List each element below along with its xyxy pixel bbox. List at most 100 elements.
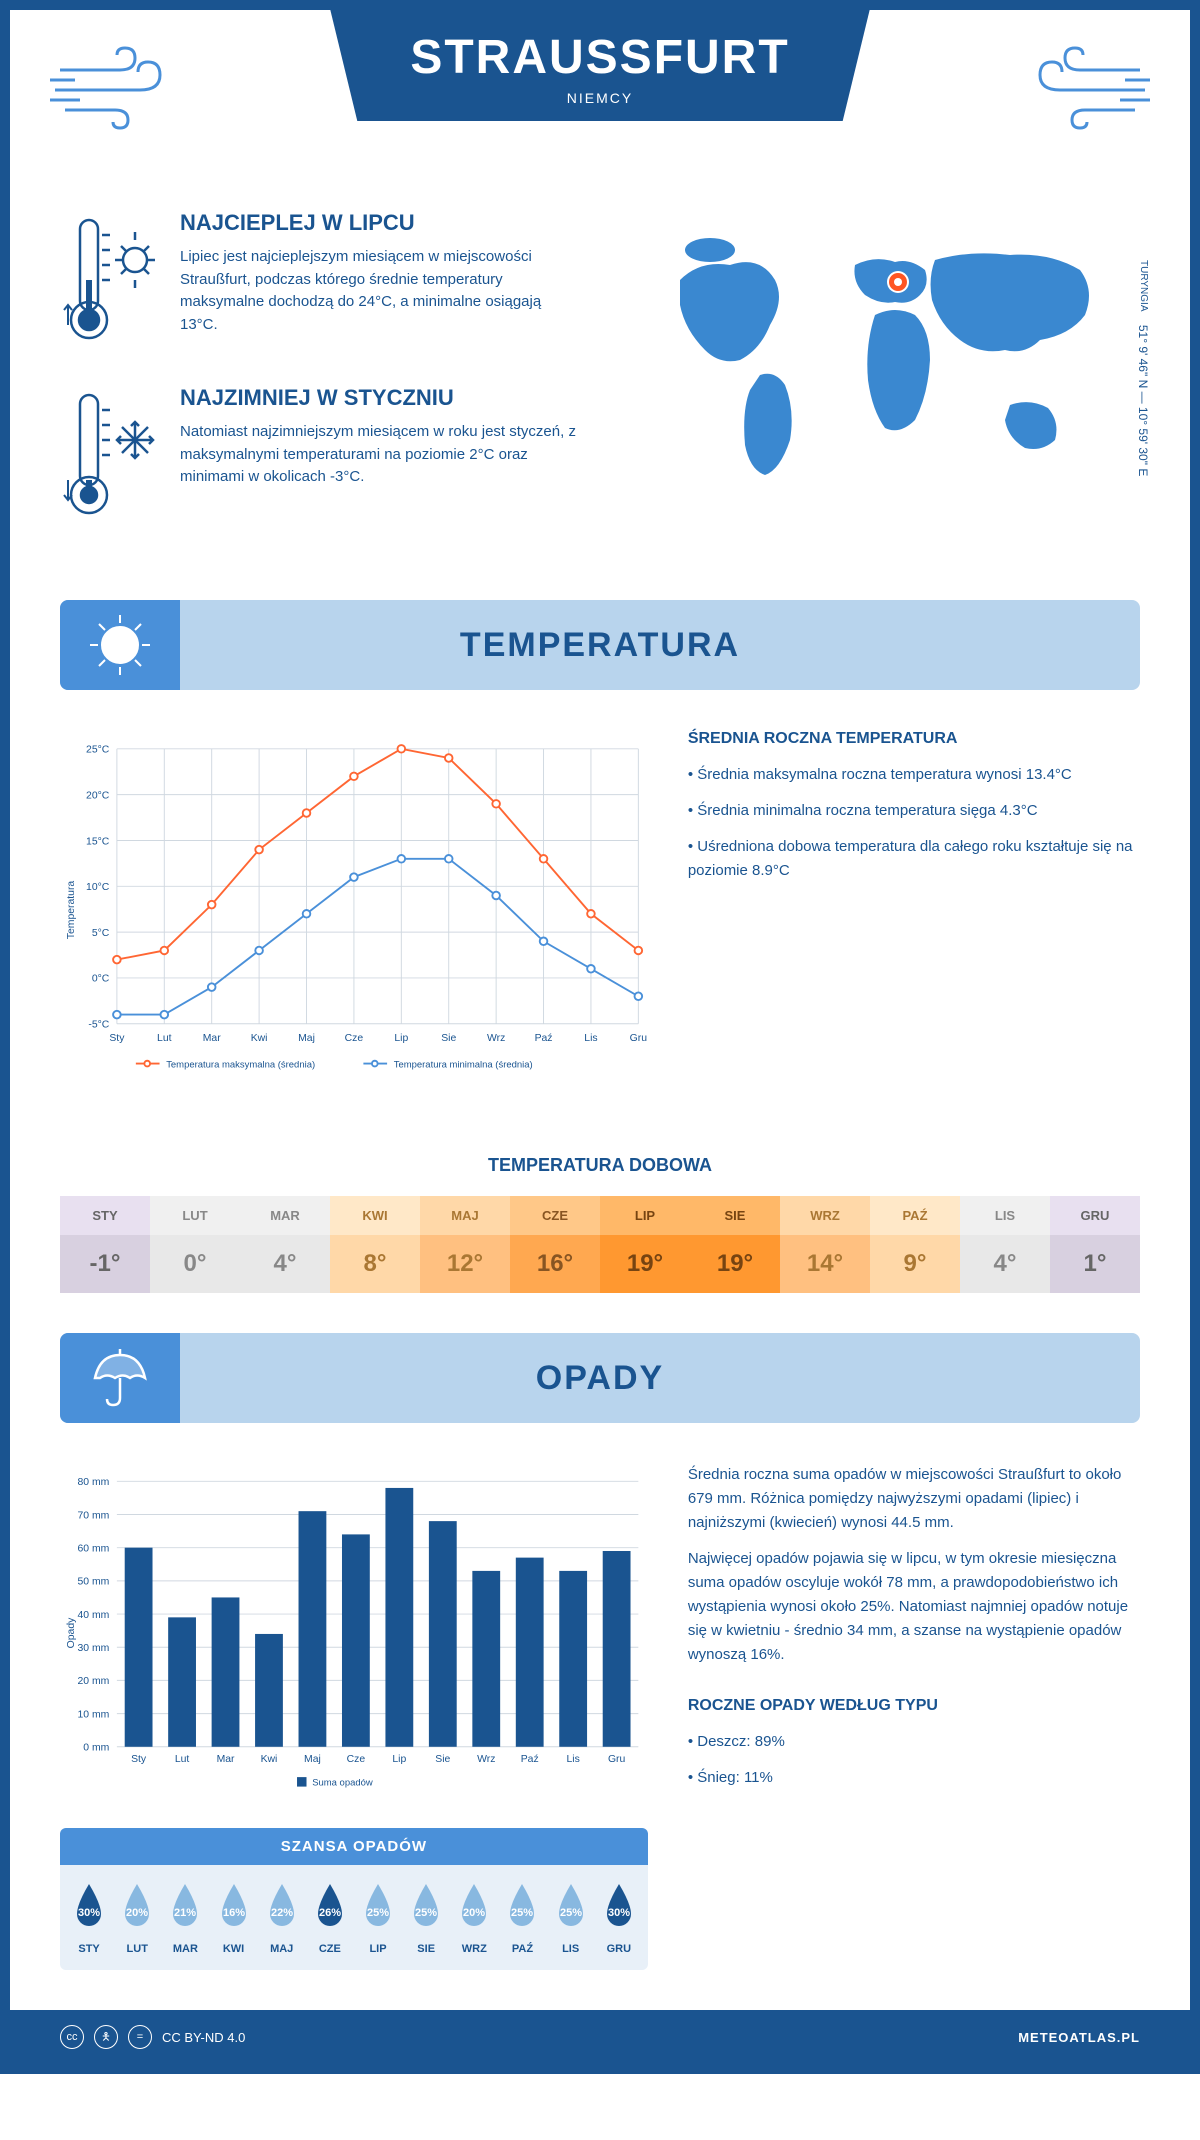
svg-text:Mar: Mar	[217, 1754, 235, 1765]
daily-cell: STY -1°	[60, 1196, 150, 1293]
daily-cell: MAJ 12°	[420, 1196, 510, 1293]
svg-text:0 mm: 0 mm	[83, 1743, 109, 1754]
svg-text:Temperatura minimalna (średnia: Temperatura minimalna (średnia)	[394, 1059, 533, 1070]
svg-text:Lip: Lip	[394, 1033, 408, 1044]
svg-text:-5°C: -5°C	[88, 1020, 109, 1031]
svg-text:30%: 30%	[608, 1907, 630, 1919]
svg-text:25%: 25%	[560, 1907, 582, 1919]
thermometer-cold-icon	[60, 385, 160, 530]
svg-text:25%: 25%	[415, 1907, 437, 1919]
svg-text:0°C: 0°C	[92, 974, 110, 985]
svg-text:Sty: Sty	[131, 1754, 147, 1765]
lat-label: 51° 9' 46" N	[1136, 325, 1150, 388]
header: STRAUSSFURT NIEMCY	[10, 10, 1190, 190]
svg-text:Lip: Lip	[392, 1754, 406, 1765]
svg-text:Gru: Gru	[608, 1754, 626, 1765]
daily-cell: LIP 19°	[600, 1196, 690, 1293]
chance-row: 30% STY 20% LUT 21% MAR 16% KWI 22% MAJ …	[60, 1865, 648, 1970]
country-subtitle: NIEMCY	[410, 90, 789, 106]
svg-text:60 mm: 60 mm	[77, 1543, 109, 1554]
precip-chart-row: 0 mm10 mm20 mm30 mm40 mm50 mm60 mm70 mm8…	[10, 1423, 1190, 2010]
daily-cell: WRZ 14°	[780, 1196, 870, 1293]
page-container: STRAUSSFURT NIEMCY	[0, 0, 1200, 2074]
daily-cell: SIE 19°	[690, 1196, 780, 1293]
precip-banner: OPADY	[60, 1333, 1140, 1423]
svg-text:20°C: 20°C	[86, 790, 110, 801]
map-column: TURYNGIA 51° 9' 46" N — 10° 59' 30" E	[620, 210, 1140, 560]
chance-cell: 30% GRU	[595, 1880, 643, 1955]
region-label: TURYNGIA	[1138, 260, 1149, 312]
license-text: CC BY-ND 4.0	[162, 2030, 245, 2045]
daily-cell: LIS 4°	[960, 1196, 1050, 1293]
svg-text:Lut: Lut	[175, 1754, 190, 1765]
svg-text:Wrz: Wrz	[487, 1033, 505, 1044]
svg-text:Maj: Maj	[298, 1033, 315, 1044]
sun-icon	[60, 600, 180, 690]
temp-bullet-1: • Średnia minimalna roczna temperatura s…	[688, 799, 1140, 823]
daily-cell: CZE 16°	[510, 1196, 600, 1293]
svg-text:Cze: Cze	[345, 1033, 364, 1044]
chance-cell: 26% CZE	[306, 1880, 354, 1955]
coordinates: TURYNGIA 51° 9' 46" N — 10° 59' 30" E	[1136, 260, 1150, 476]
svg-text:10 mm: 10 mm	[77, 1709, 109, 1720]
by-icon: 🯅	[94, 2025, 118, 2049]
chance-cell: 16% KWI	[209, 1880, 257, 1955]
svg-text:15°C: 15°C	[86, 836, 110, 847]
precip-para-1: Średnia roczna suma opadów w miejscowośc…	[688, 1463, 1140, 1535]
coldest-title: NAJZIMNIEJ W STYCZNIU	[180, 385, 580, 411]
warmest-title: NAJCIEPLEJ W LIPCU	[180, 210, 580, 236]
temp-info-title: ŚREDNIA ROCZNA TEMPERATURA	[688, 730, 1140, 748]
footer-license: cc 🯅 = CC BY-ND 4.0	[60, 2025, 245, 2049]
svg-text:80 mm: 80 mm	[77, 1477, 109, 1488]
svg-text:Sty: Sty	[109, 1033, 125, 1044]
wind-icon-right	[1020, 40, 1150, 130]
lon-label: 10° 59' 30" E	[1136, 407, 1150, 476]
precip-type-1: • Śnieg: 11%	[688, 1766, 1140, 1790]
svg-text:Temperatura maksymalna (średni: Temperatura maksymalna (średnia)	[166, 1059, 315, 1070]
svg-text:5°C: 5°C	[92, 928, 110, 939]
chance-cell: 25% PAŹ	[498, 1880, 546, 1955]
thermometer-hot-icon	[60, 210, 160, 355]
warmest-block: NAJCIEPLEJ W LIPCU Lipiec jest najcieple…	[60, 210, 580, 355]
svg-text:Lis: Lis	[584, 1033, 597, 1044]
temp-bullet-0: • Średnia maksymalna roczna temperatura …	[688, 763, 1140, 787]
svg-text:Maj: Maj	[304, 1754, 321, 1765]
svg-text:30 mm: 30 mm	[77, 1643, 109, 1654]
svg-text:Gru: Gru	[630, 1033, 648, 1044]
chance-cell: 20% WRZ	[450, 1880, 498, 1955]
chance-cell: 22% MAJ	[258, 1880, 306, 1955]
nd-icon: =	[128, 2025, 152, 2049]
svg-text:Sie: Sie	[435, 1754, 450, 1765]
umbrella-icon	[60, 1333, 180, 1423]
svg-text:26%: 26%	[319, 1907, 341, 1919]
svg-text:Mar: Mar	[203, 1033, 221, 1044]
daily-cell: LUT 0°	[150, 1196, 240, 1293]
city-title: STRAUSSFURT	[410, 30, 789, 85]
precip-info: Średnia roczna suma opadów w miejscowośc…	[688, 1463, 1140, 1970]
chance-cell: 25% SIE	[402, 1880, 450, 1955]
svg-text:Wrz: Wrz	[477, 1754, 495, 1765]
svg-text:Suma opadów: Suma opadów	[312, 1778, 373, 1789]
temperature-info: ŚREDNIA ROCZNA TEMPERATURA • Średnia mak…	[688, 730, 1140, 1095]
chance-cell: 25% LIP	[354, 1880, 402, 1955]
title-banner: STRAUSSFURT NIEMCY	[330, 10, 869, 121]
temp-bullet-2: • Uśredniona dobowa temperatura dla całe…	[688, 835, 1140, 883]
chance-cell: 30% STY	[65, 1880, 113, 1955]
daily-cell: MAR 4°	[240, 1196, 330, 1293]
svg-text:Opady: Opady	[66, 1617, 77, 1648]
svg-text:50 mm: 50 mm	[77, 1577, 109, 1588]
svg-text:25°C: 25°C	[86, 745, 110, 756]
footer: cc 🯅 = CC BY-ND 4.0 METEOATLAS.PL	[10, 2010, 1190, 2064]
svg-text:20 mm: 20 mm	[77, 1676, 109, 1687]
svg-text:30%: 30%	[78, 1907, 100, 1919]
svg-text:Temperatura: Temperatura	[66, 881, 77, 940]
precip-type-0: • Deszcz: 89%	[688, 1730, 1140, 1754]
svg-text:20%: 20%	[463, 1907, 485, 1919]
svg-text:70 mm: 70 mm	[77, 1510, 109, 1521]
svg-text:Paź: Paź	[521, 1754, 539, 1765]
svg-text:22%: 22%	[271, 1907, 293, 1919]
intro-text-column: NAJCIEPLEJ W LIPCU Lipiec jest najcieple…	[60, 210, 580, 560]
svg-text:20%: 20%	[126, 1907, 148, 1919]
svg-text:21%: 21%	[174, 1907, 196, 1919]
coldest-block: NAJZIMNIEJ W STYCZNIU Natomiast najzimni…	[60, 385, 580, 530]
